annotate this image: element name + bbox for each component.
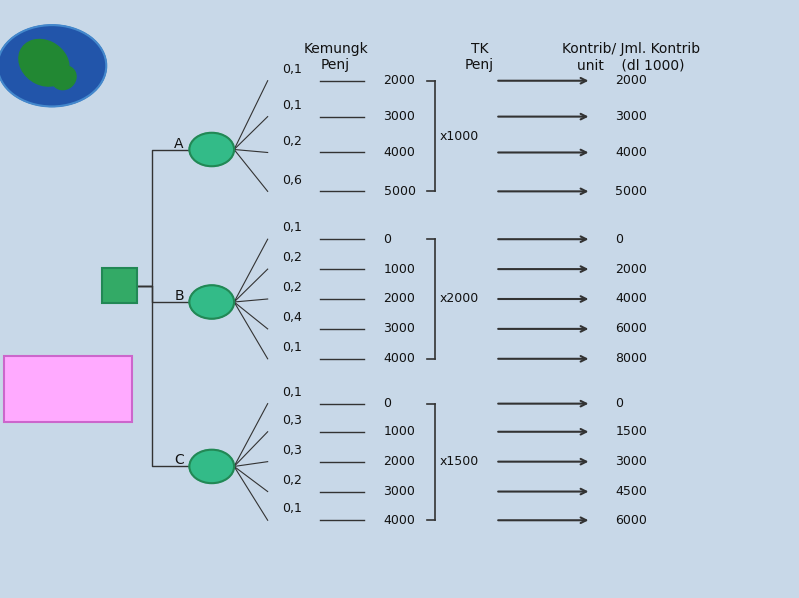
Circle shape [189,133,234,166]
FancyBboxPatch shape [4,356,132,422]
Text: TK
Penj: TK Penj [465,42,494,72]
Text: 6000: 6000 [615,322,647,335]
Text: 2000: 2000 [384,455,415,468]
Ellipse shape [19,39,69,86]
Text: 8000: 8000 [615,352,647,365]
Ellipse shape [52,66,76,90]
Text: 3000: 3000 [615,455,647,468]
Text: 0,1: 0,1 [282,99,301,112]
Text: 0,2: 0,2 [282,251,301,264]
Text: 1000: 1000 [384,425,415,438]
Text: 2000: 2000 [384,74,415,87]
Text: 0: 0 [615,397,623,410]
Circle shape [189,285,234,319]
Text: x1500: x1500 [439,456,479,468]
Text: 3000: 3000 [384,485,415,498]
Text: 4000: 4000 [384,352,415,365]
Text: Kontrib/ Jml. Kontrib
unit    (dl 1000): Kontrib/ Jml. Kontrib unit (dl 1000) [562,42,700,72]
Text: 2000: 2000 [615,263,647,276]
Text: 4000: 4000 [384,514,415,527]
Text: 1500: 1500 [615,425,647,438]
Text: 0,1: 0,1 [282,341,301,354]
Text: x2000: x2000 [439,292,479,306]
Text: 3000: 3000 [384,322,415,335]
Text: 4000: 4000 [384,146,415,159]
Text: 2000: 2000 [615,74,647,87]
Text: 0,1: 0,1 [282,386,301,399]
Text: Kemungk
Penj: Kemungk Penj [303,42,368,72]
Text: 0,2: 0,2 [282,474,301,487]
Text: 6000: 6000 [615,514,647,527]
Text: 0,1: 0,1 [282,63,301,76]
Text: 0,2: 0,2 [282,135,301,148]
Text: 4000: 4000 [615,292,647,306]
Text: B: B [174,289,184,303]
Text: 3000: 3000 [384,110,415,123]
Text: C: C [174,453,184,468]
Text: 5000: 5000 [615,185,647,198]
Text: 0: 0 [384,233,392,246]
Text: 2000: 2000 [384,292,415,306]
Text: 0: 0 [384,397,392,410]
Text: 0,6: 0,6 [282,173,301,187]
Text: 4000: 4000 [615,146,647,159]
Circle shape [189,450,234,483]
Text: 0,1: 0,1 [282,221,301,234]
Text: 0,3: 0,3 [282,444,301,457]
Text: 0,2: 0,2 [282,281,301,294]
Text: 0: 0 [615,233,623,246]
Text: 3000: 3000 [615,110,647,123]
Text: x1000: x1000 [439,130,479,142]
Text: 5000: 5000 [384,185,415,198]
Circle shape [0,25,106,106]
Text: A: A [174,136,184,151]
Text: 0,1: 0,1 [282,502,301,515]
Text: 4500: 4500 [615,485,647,498]
Text: DIARAM
KEPUTUSAN: DIARAM KEPUTUSAN [26,375,110,402]
FancyBboxPatch shape [102,268,137,303]
Text: 0,3: 0,3 [282,414,301,427]
Text: 1000: 1000 [384,263,415,276]
Text: 0,4: 0,4 [282,311,301,324]
